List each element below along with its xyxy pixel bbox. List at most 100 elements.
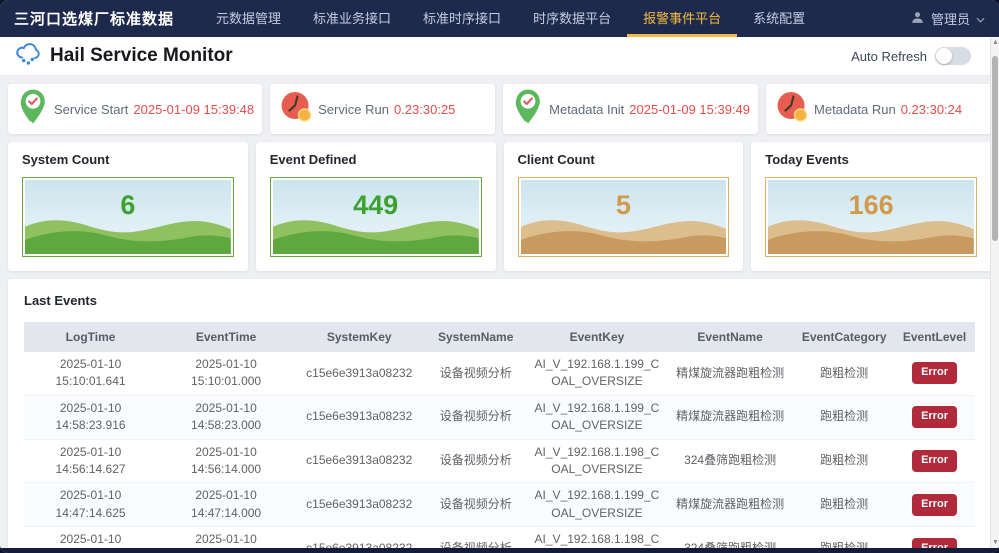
cell-systemkey: c15e6e3913a08232 — [295, 439, 424, 484]
status-value: 2025-01-09 15:39:49 — [629, 101, 751, 117]
cell-eventname: 324叠筛跑粗检测 — [665, 439, 795, 484]
landscape-graphic: 449 — [272, 180, 479, 254]
error-badge: Error — [912, 449, 957, 472]
cell-eventkey: AI_V_192.168.1.199_COAL_OVERSIZE — [528, 482, 666, 528]
page-title: Hail Service Monitor — [50, 45, 233, 66]
landscape-frame: 5 — [517, 177, 730, 257]
auto-refresh-toggle[interactable] — [935, 47, 971, 65]
status-card-metadata-run: Metadata Run 0.23:30:24 — [766, 84, 992, 134]
hail-cloud-icon — [14, 41, 42, 72]
landscape-graphic: 166 — [768, 180, 974, 254]
count-title: Event Defined — [269, 152, 357, 167]
cell-eventtime: 2025-01-10 14:47:14.000 — [157, 482, 296, 528]
nav-item-alarm-event-platform[interactable]: 报警事件平台 — [627, 0, 738, 37]
status-value: 0.23:30:24 — [900, 101, 963, 117]
cell-eventkey: AI_V_192.168.1.199_COAL_OVERSIZE — [528, 352, 666, 396]
cell-logtime: 2025-01-10 15:10:01.641 — [24, 352, 158, 396]
status-label: Service Run — [318, 101, 389, 117]
vertical-scrollbar[interactable]: ▲ ▼ — [990, 38, 999, 548]
brand-title[interactable]: 三河口选煤厂标准数据 — [14, 11, 175, 28]
count-title: Client Count — [517, 152, 595, 167]
cell-systemname: 设备视频分析 — [423, 482, 528, 528]
col-header-eventtime: EventTime — [157, 322, 296, 352]
cell-eventname: 精煤旋流器跑粗检测 — [665, 352, 795, 396]
clock-icon — [278, 89, 314, 130]
cell-eventname: 精煤旋流器跑粗检测 — [665, 482, 795, 528]
count-value: 449 — [353, 190, 399, 220]
count-title: System Count — [22, 152, 110, 167]
window-bottom-edge — [0, 548, 999, 553]
cell-eventcategory: 跑粗检测 — [794, 439, 895, 484]
count-value: 5 — [615, 190, 631, 220]
cell-eventtime: 2025-01-10 14:58:23.000 — [157, 395, 296, 440]
status-label: Metadata Run — [814, 101, 896, 117]
col-header-systemkey: SystemKey — [295, 322, 424, 352]
error-badge: Error — [912, 493, 957, 516]
cell-logtime: 2025-01-10 14:47:14.625 — [24, 482, 158, 528]
landscape-graphic: 6 — [25, 180, 231, 254]
pin-check-icon — [16, 88, 50, 131]
last-events-title: Last Events — [24, 293, 97, 308]
table-row: 2025-01-10 14:56:14.627 2025-01-10 14:56… — [24, 439, 975, 484]
col-header-eventkey: EventKey — [528, 322, 666, 352]
cell-systemname: 设备视频分析 — [423, 439, 528, 484]
error-badge: Error — [912, 362, 957, 385]
error-badge: Error — [912, 406, 957, 429]
table-header-row: LogTime EventTime SystemKey SystemName E… — [24, 322, 975, 352]
count-card-system-count: System Count 6 — [8, 142, 248, 271]
user-icon — [910, 10, 925, 28]
cell-eventlevel: Error — [894, 395, 975, 440]
nav-item-metadata-mgmt[interactable]: 元数据管理 — [216, 10, 282, 26]
nav-item-std-timeseries-api[interactable]: 标准时序接口 — [423, 10, 502, 26]
table-row: 2025-01-10 14:47:14.625 2025-01-10 14:47… — [24, 482, 975, 528]
toggle-knob — [936, 48, 952, 64]
cell-eventlevel: Error — [894, 439, 975, 484]
col-header-logtime: LogTime — [24, 322, 158, 352]
cell-systemkey: c15e6e3913a08232 — [295, 482, 424, 528]
last-events-panel: Last Events LogTime EventTime SystemKey … — [8, 279, 991, 553]
user-menu[interactable]: 管理员 — [910, 0, 985, 37]
top-navbar: 三河口选煤厂标准数据 元数据管理 标准业务接口 标准时序接口 时序数据平台 报警… — [0, 0, 999, 37]
nav-item-std-business-api[interactable]: 标准业务接口 — [313, 10, 392, 26]
events-table: LogTime EventTime SystemKey SystemName E… — [24, 322, 975, 553]
scroll-up-arrow[interactable]: ▲ — [992, 39, 999, 46]
cell-eventcategory: 跑粗检测 — [794, 395, 895, 440]
table-row: 2025-01-10 14:58:23.916 2025-01-10 14:58… — [24, 395, 975, 440]
status-value: 2025-01-09 15:39:48 — [133, 101, 255, 117]
count-cards-row: System Count 6 Event Defined — [8, 142, 991, 271]
cell-logtime: 2025-01-10 14:58:23.916 — [24, 395, 158, 440]
chevron-down-icon — [976, 11, 985, 26]
count-card-today-events: Today Events 166 — [751, 142, 991, 271]
clock-icon — [774, 89, 810, 130]
hills-graphic — [768, 220, 974, 254]
landscape-frame: 449 — [269, 177, 482, 257]
count-value: 166 — [848, 190, 894, 220]
status-card-metadata-init: Metadata Init 2025-01-09 15:39:49 — [503, 84, 759, 134]
col-header-eventcategory: EventCategory — [794, 322, 895, 352]
cell-systemkey: c15e6e3913a08232 — [295, 395, 424, 440]
col-header-eventname: EventName — [665, 322, 795, 352]
cell-logtime: 2025-01-10 14:56:14.627 — [24, 439, 158, 484]
hills-graphic — [25, 220, 231, 254]
count-title: Today Events — [765, 152, 849, 167]
cell-eventkey: AI_V_192.168.1.199_COAL_OVERSIZE — [528, 395, 666, 440]
status-card-service-run: Service Run 0.23:30:25 — [270, 84, 496, 134]
cell-eventcategory: 跑粗检测 — [794, 482, 895, 528]
count-card-event-defined: Event Defined 449 — [255, 142, 496, 271]
scroll-down-arrow[interactable]: ▼ — [992, 539, 999, 546]
landscape-frame: 6 — [22, 177, 234, 257]
hills-graphic — [520, 220, 727, 254]
nav-item-system-config[interactable]: 系统配置 — [753, 10, 806, 26]
cell-eventcategory: 跑粗检测 — [794, 352, 895, 396]
count-card-client-count: Client Count 5 — [503, 142, 744, 271]
status-label: Metadata Init — [549, 101, 625, 117]
cell-eventtime: 2025-01-10 15:10:01.000 — [157, 352, 296, 396]
cell-eventlevel: Error — [894, 482, 975, 528]
page-header: Hail Service Monitor Auto Refresh — [0, 37, 999, 76]
cell-eventtime: 2025-01-10 14:56:14.000 — [157, 439, 296, 484]
nav-item-timeseries-platform[interactable]: 时序数据平台 — [533, 10, 612, 26]
cell-eventkey: AI_V_192.168.1.198_COAL_OVERSIZE — [528, 439, 666, 484]
hills-graphic — [272, 220, 479, 254]
scrollbar-thumb[interactable] — [992, 56, 998, 241]
